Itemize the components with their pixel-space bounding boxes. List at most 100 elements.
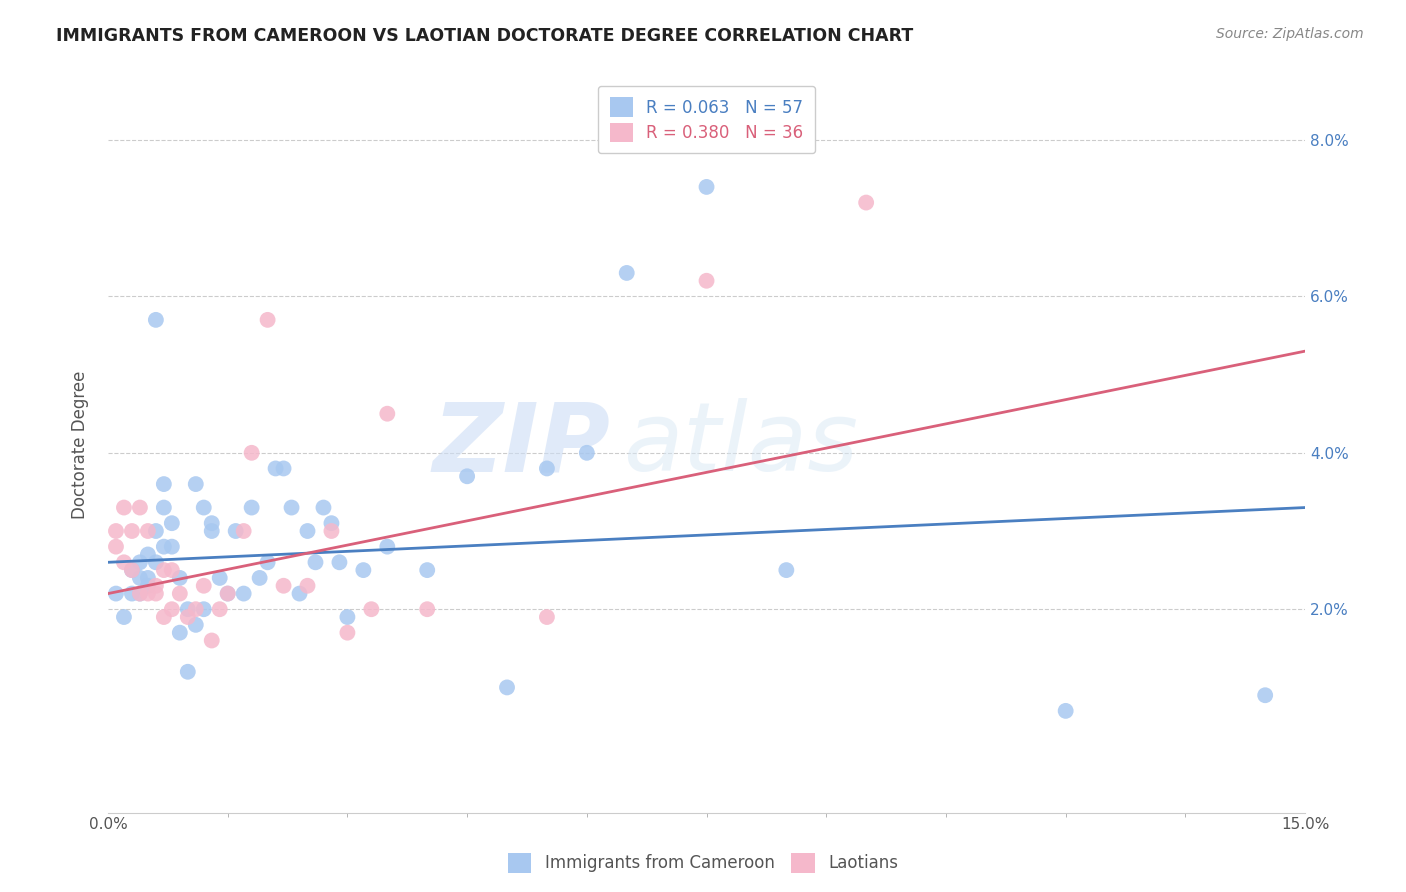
Point — [121, 563, 143, 577]
Point — [201, 524, 224, 538]
Point — [129, 500, 152, 515]
Point — [336, 610, 359, 624]
Point — [169, 571, 191, 585]
Point — [208, 571, 231, 585]
Point — [304, 555, 326, 569]
Point — [184, 618, 207, 632]
Point — [112, 500, 135, 515]
Point — [121, 524, 143, 538]
Point — [225, 524, 247, 538]
Point — [112, 555, 135, 569]
Point — [288, 586, 311, 600]
Point — [321, 516, 343, 531]
Point — [153, 563, 176, 577]
Point — [160, 516, 183, 531]
Point — [297, 524, 319, 538]
Point — [352, 563, 374, 577]
Point — [145, 586, 167, 600]
Point — [145, 313, 167, 327]
Point — [273, 579, 295, 593]
Point — [136, 548, 159, 562]
Point — [240, 500, 263, 515]
Point — [280, 500, 302, 515]
Point — [145, 524, 167, 538]
Point — [153, 477, 176, 491]
Point — [1054, 704, 1077, 718]
Point — [496, 681, 519, 695]
Point — [297, 579, 319, 593]
Point — [160, 602, 183, 616]
Point — [145, 579, 167, 593]
Point — [360, 602, 382, 616]
Point — [208, 602, 231, 616]
Point — [217, 586, 239, 600]
Point — [112, 610, 135, 624]
Point — [169, 586, 191, 600]
Point — [193, 579, 215, 593]
Point — [264, 461, 287, 475]
Point — [416, 563, 439, 577]
Text: atlas: atlas — [623, 399, 858, 491]
Point — [256, 313, 278, 327]
Point — [184, 602, 207, 616]
Point — [160, 540, 183, 554]
Point — [104, 540, 127, 554]
Point — [104, 586, 127, 600]
Point — [217, 586, 239, 600]
Point — [249, 571, 271, 585]
Text: ZIP: ZIP — [433, 399, 610, 491]
Point — [129, 586, 152, 600]
Point — [129, 571, 152, 585]
Point — [696, 274, 718, 288]
Point — [177, 610, 200, 624]
Point — [121, 563, 143, 577]
Point — [416, 602, 439, 616]
Point — [616, 266, 638, 280]
Point — [193, 602, 215, 616]
Point — [328, 555, 350, 569]
Point — [1254, 688, 1277, 702]
Point — [136, 579, 159, 593]
Point — [273, 461, 295, 475]
Point — [129, 586, 152, 600]
Point — [536, 610, 558, 624]
Text: Source: ZipAtlas.com: Source: ZipAtlas.com — [1216, 27, 1364, 41]
Point — [153, 540, 176, 554]
Point — [232, 586, 254, 600]
Point — [855, 195, 877, 210]
Point — [456, 469, 478, 483]
Legend: Immigrants from Cameroon, Laotians: Immigrants from Cameroon, Laotians — [502, 847, 904, 880]
Point — [201, 633, 224, 648]
Point — [232, 524, 254, 538]
Text: IMMIGRANTS FROM CAMEROON VS LAOTIAN DOCTORATE DEGREE CORRELATION CHART: IMMIGRANTS FROM CAMEROON VS LAOTIAN DOCT… — [56, 27, 914, 45]
Point — [312, 500, 335, 515]
Point — [696, 180, 718, 194]
Point — [775, 563, 797, 577]
Point — [575, 446, 598, 460]
Point — [375, 407, 398, 421]
Point — [201, 516, 224, 531]
Point — [184, 477, 207, 491]
Point — [145, 555, 167, 569]
Point — [177, 665, 200, 679]
Point — [121, 586, 143, 600]
Point — [256, 555, 278, 569]
Point — [169, 625, 191, 640]
Point — [193, 500, 215, 515]
Point — [129, 555, 152, 569]
Point — [536, 461, 558, 475]
Point — [375, 540, 398, 554]
Y-axis label: Doctorate Degree: Doctorate Degree — [72, 371, 89, 519]
Point — [136, 524, 159, 538]
Point — [336, 625, 359, 640]
Point — [136, 571, 159, 585]
Point — [153, 610, 176, 624]
Point — [153, 500, 176, 515]
Point — [104, 524, 127, 538]
Point — [177, 602, 200, 616]
Point — [321, 524, 343, 538]
Legend: R = 0.063   N = 57, R = 0.380   N = 36: R = 0.063 N = 57, R = 0.380 N = 36 — [598, 86, 815, 153]
Point — [136, 586, 159, 600]
Point — [160, 563, 183, 577]
Point — [240, 446, 263, 460]
